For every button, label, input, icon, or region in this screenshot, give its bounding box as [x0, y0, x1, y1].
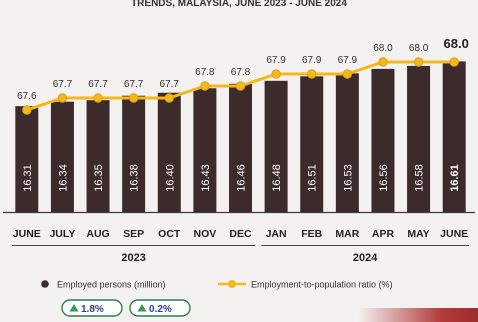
ratio-label-8: 67.9: [302, 55, 322, 66]
bar-employed-3: [122, 95, 146, 212]
x-tick-label-10: APR: [372, 228, 395, 240]
decorative-corner: [358, 308, 478, 322]
bar-employed-2: [86, 100, 110, 212]
x-tick-label-6: DEC: [229, 228, 252, 240]
ratio-label-2: 67.7: [88, 79, 108, 90]
x-tick-label-7: JAN: [266, 228, 287, 240]
bar-employed-6: [229, 83, 252, 212]
growth-badge-text-0: 1.8%: [81, 304, 104, 315]
ratio-label-0: 67.6: [17, 91, 37, 102]
ratio-point-4: [164, 93, 174, 103]
legend-swatch-employed: [41, 280, 49, 288]
ratio-point-8: [307, 69, 317, 79]
x-tick-label-0: JUNE: [13, 228, 41, 240]
x-tick-label-3: SEP: [123, 228, 144, 240]
ratio-point-1: [57, 93, 68, 103]
ratio-label-4: 67.7: [160, 79, 180, 90]
ratio-point-5: [200, 81, 210, 91]
bar-value-label-4: 16.40: [164, 164, 176, 192]
bar-employed-8: [300, 76, 324, 212]
arrow-up-icon-0: [69, 304, 79, 312]
bar-value-label-2: 16.35: [93, 164, 105, 192]
ratio-label-10: 68.0: [373, 43, 393, 54]
ratio-label-3: 67.7: [124, 79, 144, 90]
year-label-0: 2023: [121, 252, 145, 264]
x-tick-label-11: MAY: [407, 228, 429, 240]
bar-employed-0: [15, 106, 39, 212]
ratio-point-9: [342, 69, 353, 79]
bar-value-label-5: 16.43: [200, 164, 212, 192]
ratio-point-0: [22, 105, 32, 115]
bar-employed-5: [193, 88, 217, 212]
bar-employed-11: [407, 65, 431, 213]
arrow-up-icon-1: [137, 304, 147, 312]
x-tick-label-2: AUG: [86, 228, 109, 240]
bar-employed-12: [442, 61, 466, 212]
year-label-1: 2024: [353, 252, 378, 264]
bar-value-label-9: 16.53: [342, 164, 354, 192]
ratio-label-12: 68.0: [444, 36, 469, 51]
ratio-point-12: [449, 57, 459, 67]
ratio-label-1: 67.7: [53, 79, 73, 90]
ratio-point-3: [128, 93, 139, 103]
growth-badge-0: [61, 299, 123, 317]
legend-label-ratio: Employment-to-population ratio (%): [251, 280, 393, 290]
legend-swatch-point: [228, 280, 236, 288]
ratio-label-5: 67.8: [195, 67, 215, 78]
ratio-point-6: [235, 81, 246, 91]
bar-value-label-10: 16.56: [378, 164, 390, 192]
bar-value-label-11: 16.58: [414, 164, 426, 192]
ratio-point-2: [93, 93, 103, 103]
x-tick-label-12: JUNE: [440, 228, 468, 240]
bar-employed-10: [371, 68, 395, 212]
ratio-label-9: 67.9: [338, 55, 358, 66]
bar-value-label-1: 16.34: [57, 164, 69, 192]
x-tick-label-5: NOV: [194, 228, 217, 240]
ratio-point-10: [378, 57, 388, 67]
bar-employed-1: [50, 101, 74, 212]
bar-value-label-3: 16.38: [129, 164, 141, 192]
x-tick-label-9: MAR: [335, 228, 359, 240]
bar-value-label-0: 16.31: [22, 164, 34, 192]
ratio-label-11: 68.0: [409, 43, 429, 54]
bar-employed-4: [157, 92, 181, 212]
bar-employed-7: [264, 80, 288, 212]
growth-badge-1: [129, 299, 191, 317]
bar-value-label-8: 16.51: [307, 164, 319, 192]
legend-label-employed: Employed persons (million): [57, 280, 166, 290]
x-tick-label-1: JULY: [49, 228, 75, 240]
ratio-point-7: [271, 69, 281, 79]
bar-value-label-12: 16.61: [449, 164, 461, 192]
bar-value-label-7: 16.48: [271, 164, 283, 192]
ratio-point-11: [413, 57, 424, 67]
chart-title-partial: TRENDS, MALAYSIA, JUNE 2023 - JUNE 2024: [131, 0, 347, 9]
growth-badge-text-1: 0.2%: [149, 304, 172, 315]
x-tick-label-8: FEB: [301, 228, 322, 240]
bar-employed-9: [335, 73, 359, 212]
x-tick-label-4: OCT: [158, 228, 181, 240]
ratio-label-7: 67.9: [266, 55, 286, 66]
ratio-label-6: 67.8: [231, 67, 251, 78]
bar-value-label-6: 16.46: [236, 164, 248, 192]
